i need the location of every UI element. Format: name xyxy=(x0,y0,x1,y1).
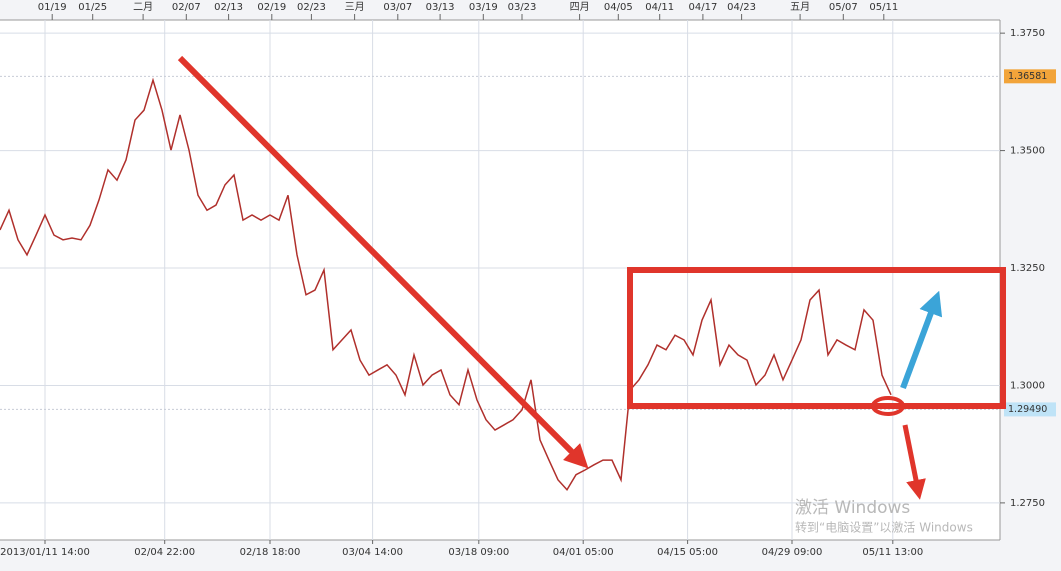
x-tick-label: 2013/01/11 14:00 xyxy=(0,547,90,558)
top-axis xyxy=(0,0,1000,20)
x-tick-label: 03/18 09:00 xyxy=(448,547,509,558)
top-x-tick-label: 04/11 xyxy=(645,2,674,13)
right-axis xyxy=(1000,0,1061,571)
price-marker-label: 1.29490 xyxy=(1008,404,1047,415)
trend-arrow xyxy=(177,55,589,469)
x-tick-label: 03/04 14:00 xyxy=(342,547,403,558)
y-tick-label: 1.2750 xyxy=(1010,498,1045,509)
top-x-tick-label: 03/07 xyxy=(383,2,412,13)
top-x-tick-label: 二月 xyxy=(133,1,153,13)
top-x-tick-label: 04/23 xyxy=(727,2,756,13)
range-box xyxy=(627,267,1006,409)
top-x-tick-label: 五月 xyxy=(790,1,810,13)
top-x-tick-label: 05/07 xyxy=(829,2,858,13)
top-x-tick-label: 03/19 xyxy=(469,2,498,13)
top-x-tick-label: 四月 xyxy=(570,1,590,13)
watermark-subtitle: 转到“电脑设置”以激活 Windows xyxy=(795,520,973,535)
down-arrow xyxy=(902,424,926,500)
annotations xyxy=(177,55,1006,500)
y-tick-label: 1.3000 xyxy=(1010,380,1045,391)
top-x-tick-label: 03/23 xyxy=(508,2,537,13)
x-tick-label: 04/29 09:00 xyxy=(762,547,823,558)
watermark-title: 激活 Windows xyxy=(795,498,910,518)
top-x-tick-label: 04/05 xyxy=(604,2,633,13)
x-tick-label: 04/15 05:00 xyxy=(657,547,718,558)
x-tick-label: 05/11 13:00 xyxy=(862,547,923,558)
top-x-tick-label: 02/23 xyxy=(297,2,326,13)
top-x-tick-label: 05/11 xyxy=(869,2,898,13)
top-x-tick-label: 04/17 xyxy=(688,2,717,13)
top-x-tick-label: 三月 xyxy=(345,1,365,13)
top-x-tick-label: 02/07 xyxy=(172,2,201,13)
price-marker-bg xyxy=(1004,69,1056,84)
top-x-tick-label: 02/13 xyxy=(214,2,243,13)
break-ellipse xyxy=(871,396,905,416)
top-x-tick-label: 02/19 xyxy=(257,2,286,13)
y-tick-label: 1.3250 xyxy=(1010,263,1045,274)
y-tick-label: 1.3750 xyxy=(1010,28,1045,39)
x-tick-label: 04/01 05:00 xyxy=(553,547,614,558)
top-x-tick-label: 03/13 xyxy=(426,2,455,13)
up-arrow xyxy=(900,290,943,390)
price-marker-bg xyxy=(1004,402,1056,417)
x-tick-label: 02/04 22:00 xyxy=(134,547,195,558)
y-tick-label: 1.3500 xyxy=(1010,146,1045,157)
bottom-axis xyxy=(0,540,1000,571)
price-marker-label: 1.36581 xyxy=(1008,71,1047,82)
price-line-series xyxy=(0,77,892,491)
top-x-tick-label: 01/19 xyxy=(38,2,67,13)
top-x-tick-label: 01/25 xyxy=(78,2,107,13)
x-tick-label: 02/18 18:00 xyxy=(240,547,301,558)
